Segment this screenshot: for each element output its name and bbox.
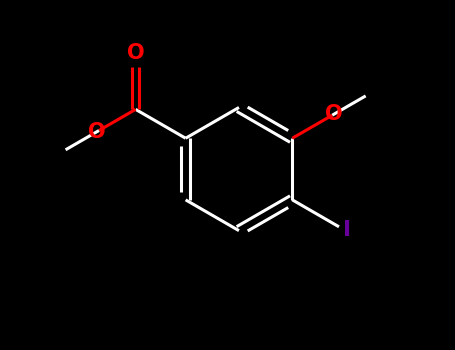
Text: O: O bbox=[325, 104, 343, 124]
Text: O: O bbox=[127, 43, 144, 63]
Text: I: I bbox=[343, 220, 351, 240]
Text: O: O bbox=[88, 122, 106, 142]
